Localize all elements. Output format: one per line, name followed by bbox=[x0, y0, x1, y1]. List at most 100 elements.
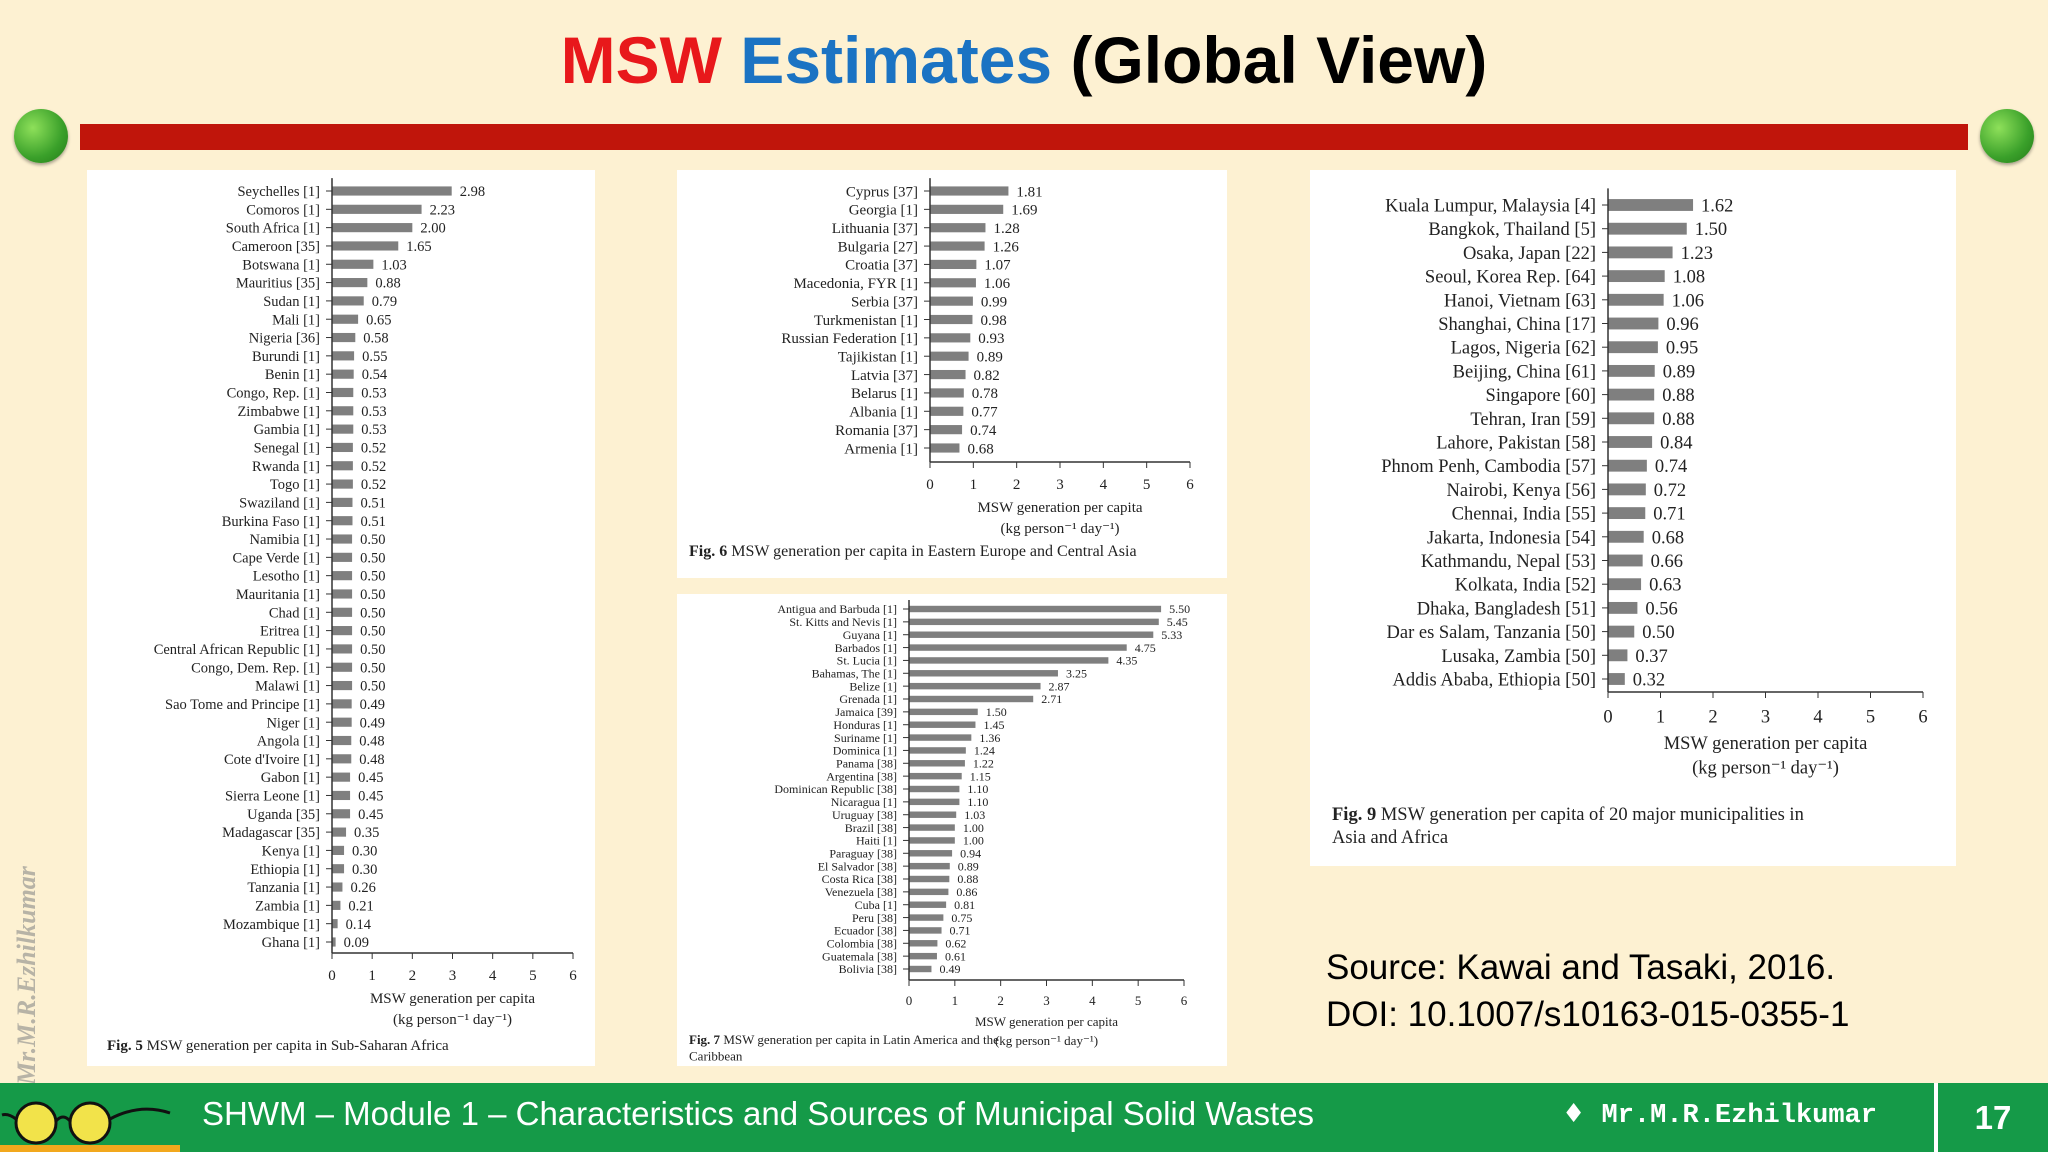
bar bbox=[909, 952, 937, 960]
value-label: 0.88 bbox=[957, 872, 978, 886]
category-label: Rwanda [1] bbox=[252, 459, 320, 475]
bar bbox=[1608, 601, 1638, 614]
bar bbox=[930, 186, 1009, 196]
value-label: 5.50 bbox=[1169, 602, 1190, 616]
category-label: Venezuela [38] bbox=[825, 885, 897, 899]
bar bbox=[332, 919, 338, 929]
value-label: 3.25 bbox=[1066, 666, 1087, 680]
bar bbox=[909, 631, 1154, 638]
x-tick-label: 3 bbox=[449, 968, 457, 984]
chart-panel-fig6: Cyprus [37] 1.81 Georgia [1] 1.69 Lithuania … bbox=[677, 170, 1227, 578]
value-label: 1.23 bbox=[1681, 244, 1713, 264]
category-label: Niger [1] bbox=[266, 715, 320, 731]
bar bbox=[909, 605, 1162, 613]
x-tick-label: 4 bbox=[1813, 708, 1822, 728]
bar bbox=[1608, 507, 1646, 520]
value-label: 0.82 bbox=[974, 368, 1000, 384]
category-label: Botswana [1] bbox=[242, 257, 320, 273]
category-label: Latvia [37] bbox=[851, 368, 918, 384]
category-label: Zambia [1] bbox=[255, 898, 320, 914]
bar bbox=[1608, 483, 1646, 496]
value-label: 0.89 bbox=[1663, 362, 1695, 382]
bar bbox=[332, 461, 353, 471]
value-label: 1.22 bbox=[973, 756, 994, 770]
category-label: Bahamas, The [1] bbox=[812, 666, 897, 680]
category-label: Lahore, Pakistan [58] bbox=[1436, 433, 1596, 453]
category-label: Lagos, Nigeria [62] bbox=[1451, 339, 1596, 359]
bar bbox=[332, 754, 352, 764]
bar bbox=[1608, 459, 1647, 472]
value-label: 1.07 bbox=[984, 258, 1011, 274]
figure-number: Fig. 9 bbox=[1332, 805, 1381, 825]
x-axis-label: MSW generation per capita bbox=[370, 991, 535, 1007]
bar bbox=[909, 914, 944, 921]
bar bbox=[332, 223, 413, 233]
value-label: 1.10 bbox=[967, 795, 988, 809]
category-label: Dominican Republic [38] bbox=[774, 782, 897, 796]
x-tick-label: 2 bbox=[997, 993, 1004, 1008]
figure-caption: Fig. 7 MSW generation per capita in Lati… bbox=[689, 1032, 999, 1047]
value-label: 1.06 bbox=[984, 276, 1011, 292]
bar bbox=[332, 424, 354, 434]
category-label: Tanzania [1] bbox=[247, 880, 320, 896]
category-label: Honduras [1] bbox=[833, 718, 897, 732]
value-label: 0.50 bbox=[360, 660, 385, 676]
category-label: Phnom Penh, Cambodia [57] bbox=[1381, 457, 1596, 477]
category-label: Turkmenistan [1] bbox=[814, 313, 918, 329]
figure-caption: Fig. 9 MSW generation per capita of 20 m… bbox=[1332, 805, 1804, 825]
value-label: 0.74 bbox=[1655, 457, 1687, 477]
value-label: 0.68 bbox=[967, 441, 993, 457]
chart-fig9: Kuala Lumpur, Malaysia [4] 1.62 Bangkok, T… bbox=[1332, 188, 1928, 848]
category-label: Brazil [38] bbox=[845, 821, 897, 835]
category-label: Chennai, India [55] bbox=[1452, 505, 1596, 525]
value-label: 0.48 bbox=[359, 752, 384, 768]
bar bbox=[909, 798, 960, 806]
bar bbox=[909, 927, 942, 934]
bar bbox=[332, 772, 351, 782]
value-label: 1.15 bbox=[970, 769, 991, 783]
bar bbox=[909, 875, 950, 883]
chart-fig5: Seychelles [1] 2.98 Comoros [1] 2.23 South A… bbox=[107, 178, 577, 1054]
category-label: Malawi [1] bbox=[255, 679, 320, 695]
figure-number: Fig. 7 bbox=[689, 1032, 723, 1047]
category-label: Kenya [1] bbox=[262, 843, 320, 859]
category-label: Kolkata, India [52] bbox=[1455, 576, 1596, 596]
category-label: Barbados [1] bbox=[835, 641, 897, 655]
value-label: 0.58 bbox=[363, 331, 388, 347]
bar bbox=[930, 223, 986, 233]
bar bbox=[1608, 317, 1659, 330]
value-label: 1.06 bbox=[1672, 291, 1704, 311]
value-label: 2.23 bbox=[430, 202, 455, 218]
value-label: 0.63 bbox=[1649, 576, 1681, 596]
bar bbox=[332, 680, 353, 691]
bar bbox=[1608, 673, 1625, 685]
bar bbox=[332, 735, 352, 746]
category-label: Togo [1] bbox=[270, 477, 320, 493]
category-label: Hanoi, Vietnam [63] bbox=[1444, 291, 1596, 311]
value-label: 0.49 bbox=[939, 962, 960, 976]
bar bbox=[930, 351, 969, 361]
category-label: Singapore [60] bbox=[1486, 386, 1596, 406]
value-label: 1.69 bbox=[1011, 203, 1037, 219]
bar bbox=[909, 824, 955, 831]
value-label: 0.51 bbox=[360, 495, 385, 511]
bar bbox=[332, 278, 368, 288]
category-label: Lesotho [1] bbox=[253, 569, 320, 585]
bar bbox=[332, 406, 354, 416]
bar bbox=[909, 888, 949, 896]
figure-caption-text: MSW generation per capita in Sub-Saharan… bbox=[147, 1038, 449, 1054]
bar bbox=[909, 811, 957, 818]
value-label: 0.53 bbox=[361, 404, 386, 420]
value-label: 0.50 bbox=[1642, 623, 1674, 643]
bar bbox=[332, 552, 353, 562]
value-label: 0.50 bbox=[360, 569, 385, 585]
category-label: Guatemala [38] bbox=[822, 949, 897, 963]
bar bbox=[332, 864, 345, 874]
bar bbox=[332, 296, 364, 306]
bar bbox=[1608, 270, 1665, 283]
value-label: 0.35 bbox=[354, 825, 379, 841]
value-label: 0.95 bbox=[1666, 339, 1698, 359]
value-label: 0.54 bbox=[362, 367, 388, 383]
x-axis-unit-label: (kg person⁻¹ day⁻¹) bbox=[1692, 759, 1839, 779]
chart-panel-fig9: Kuala Lumpur, Malaysia [4] 1.62 Bangkok, T… bbox=[1310, 170, 1956, 866]
